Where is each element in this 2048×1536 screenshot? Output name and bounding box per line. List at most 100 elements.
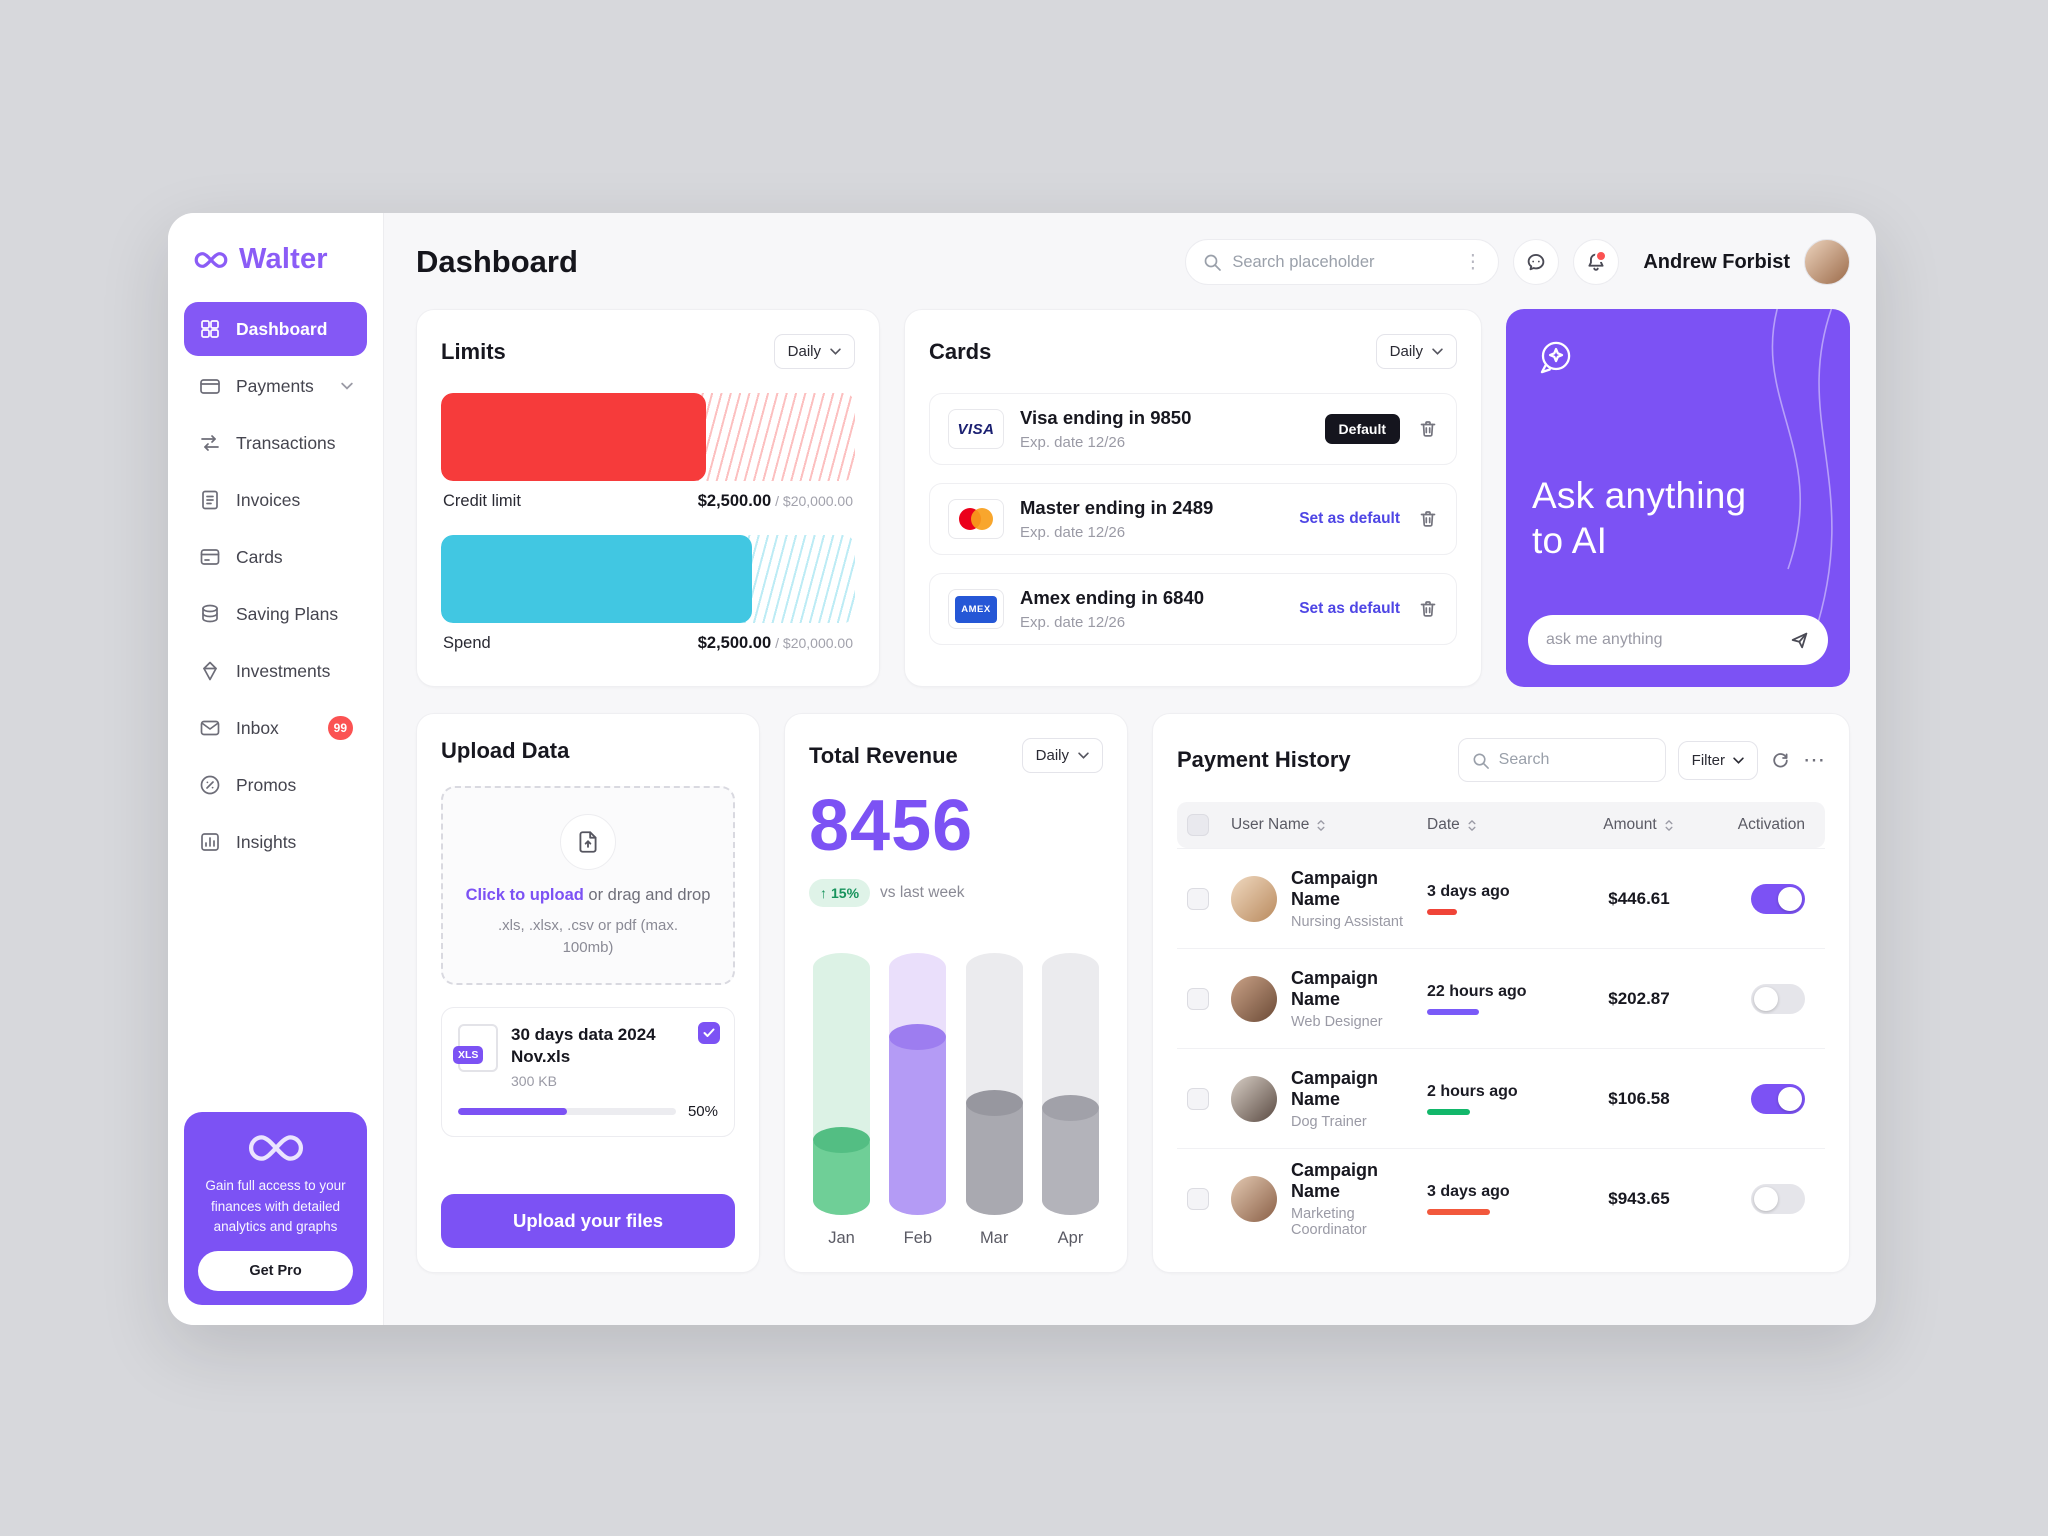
chat-bubble-icon — [1525, 251, 1547, 273]
refresh-icon[interactable] — [1770, 750, 1791, 771]
campaign-name: Campaign Name — [1291, 967, 1379, 1009]
trash-icon[interactable] — [1418, 599, 1438, 619]
avatar — [1231, 1175, 1277, 1222]
credit-limit-meter — [441, 393, 855, 481]
inbox-unread-badge: 99 — [327, 716, 353, 740]
sidebar-item-label: Dashboard — [236, 318, 328, 339]
upload-dropzone[interactable]: Click to upload or drag and drop .xls, .… — [441, 786, 735, 985]
revenue-delta-badge: ↑ 15% — [809, 879, 871, 907]
row-amount: $446.61 — [1608, 888, 1670, 908]
sidebar-item-dashboard[interactable]: Dashboard — [184, 302, 367, 356]
trash-icon[interactable] — [1418, 419, 1438, 439]
payment-history-search[interactable] — [1457, 738, 1666, 782]
activation-toggle[interactable] — [1751, 883, 1805, 914]
global-search[interactable]: ⋮ — [1185, 239, 1500, 285]
sidebar-item-investments[interactable]: Investments — [184, 644, 367, 698]
sort-icon[interactable] — [1315, 818, 1327, 833]
user-menu[interactable]: Andrew Forbist — [1643, 239, 1850, 285]
payment-search-input[interactable] — [1498, 751, 1653, 769]
column-user-name[interactable]: User Name — [1231, 816, 1427, 834]
column-activation: Activation — [1737, 816, 1805, 833]
transfer-arrows-icon — [198, 431, 222, 455]
file-checkbox[interactable] — [698, 1021, 720, 1044]
spend-amount: $2,500.00 — [697, 634, 772, 652]
row-checkbox[interactable] — [1187, 887, 1209, 910]
campaign-role: Web Designer — [1291, 1013, 1383, 1030]
send-icon[interactable] — [1789, 630, 1810, 651]
set-as-default-link[interactable]: Set as default — [1299, 510, 1400, 527]
campaign-role: Nursing Assistant — [1291, 913, 1404, 930]
set-as-default-link[interactable]: Set as default — [1299, 600, 1400, 617]
amex-logo: AMEX — [948, 589, 1004, 629]
visa-logo: VISA — [948, 409, 1004, 449]
card-row-amex[interactable]: AMEX Amex ending in 6840 Exp. date 12/26… — [929, 573, 1457, 645]
promo-text: Gain full access to your finances with d… — [205, 1178, 346, 1234]
table-row: Campaign Name Nursing Assistant 3 days a… — [1177, 848, 1825, 948]
sidebar-item-transactions[interactable]: Transactions — [184, 416, 367, 470]
sidebar-item-saving-plans[interactable]: Saving Plans — [184, 587, 367, 641]
kebab-icon[interactable]: ⋮ — [1463, 251, 1483, 273]
sidebar-item-cards[interactable]: Cards — [184, 530, 367, 584]
avatar — [1231, 975, 1277, 1022]
date-indicator-bar — [1427, 1008, 1479, 1015]
chat-button[interactable] — [1513, 239, 1560, 285]
search-input[interactable] — [1232, 252, 1454, 272]
limits-period-select[interactable]: Daily — [773, 334, 855, 369]
bell-icon — [1585, 251, 1607, 273]
table-header: User Name Date Amount Activation — [1177, 802, 1825, 848]
sidebar-item-insights[interactable]: Insights — [184, 815, 367, 869]
sidebar-item-promos[interactable]: Promos — [184, 758, 367, 812]
credit-limit-total: / $20,000.00 — [775, 493, 853, 509]
period-value: Daily — [787, 343, 821, 360]
chevron-down-icon — [1733, 756, 1744, 764]
row-checkbox[interactable] — [1187, 1187, 1209, 1210]
column-date[interactable]: Date — [1427, 816, 1575, 834]
get-pro-promo-card: Gain full access to your finances with d… — [184, 1112, 367, 1305]
avatar — [1231, 875, 1277, 922]
card-exp: Exp. date 12/26 — [1020, 614, 1126, 631]
sort-icon[interactable] — [1663, 818, 1675, 833]
chevron-down-icon — [341, 382, 353, 390]
activation-toggle[interactable] — [1751, 1183, 1805, 1214]
app-window: Walter Dashboard Payments Transactions I… — [168, 213, 1876, 1325]
period-value: Daily — [1389, 343, 1423, 360]
activation-toggle[interactable] — [1751, 983, 1805, 1014]
sidebar-item-payments[interactable]: Payments — [184, 359, 367, 413]
upload-files-button[interactable]: Upload your files — [441, 1194, 735, 1248]
revenue-bar-apr: Apr — [1041, 953, 1099, 1248]
ai-prompt-box[interactable] — [1528, 615, 1828, 665]
card-exp: Exp. date 12/26 — [1020, 524, 1126, 541]
uploaded-file-item: XLS 30 days data 2024 Nov.xls 300 KB — [441, 1006, 735, 1137]
revenue-period-select[interactable]: Daily — [1021, 738, 1103, 773]
trash-icon[interactable] — [1418, 509, 1438, 529]
card-row-visa[interactable]: VISA Visa ending in 9850 Exp. date 12/26… — [929, 393, 1457, 465]
main-content: Dashboard ⋮ Andrew Forbist — [384, 213, 1876, 1325]
click-to-upload-link[interactable]: Click to upload — [465, 886, 584, 904]
upload-file-icon — [560, 814, 616, 870]
sidebar-item-label: Saving Plans — [236, 603, 339, 624]
spend-meter — [441, 535, 855, 623]
card-row-mastercard[interactable]: Master ending in 2489 Exp. date 12/26 Se… — [929, 483, 1457, 555]
get-pro-button[interactable]: Get Pro — [198, 1251, 353, 1291]
search-icon — [1202, 252, 1222, 272]
row-checkbox[interactable] — [1187, 987, 1209, 1010]
avatar — [1231, 1075, 1277, 1122]
notifications-button[interactable] — [1573, 239, 1620, 285]
sidebar-item-label: Inbox — [236, 717, 279, 738]
gem-icon — [198, 659, 222, 683]
brand-logo: Walter — [184, 243, 367, 276]
column-amount[interactable]: Amount — [1575, 816, 1703, 834]
cards-period-select[interactable]: Daily — [1375, 334, 1457, 369]
sort-icon[interactable] — [1466, 818, 1478, 833]
sidebar-item-inbox[interactable]: Inbox 99 — [184, 701, 367, 755]
card-exp: Exp. date 12/26 — [1020, 434, 1126, 451]
ai-prompt-input[interactable] — [1546, 631, 1779, 649]
avatar[interactable] — [1804, 239, 1850, 285]
activation-toggle[interactable] — [1751, 1083, 1805, 1114]
filter-label: Filter — [1691, 751, 1725, 769]
select-all-checkbox[interactable] — [1187, 814, 1209, 836]
sidebar-item-invoices[interactable]: Invoices — [184, 473, 367, 527]
filter-button[interactable]: Filter — [1677, 740, 1758, 780]
insights-chart-icon — [198, 830, 222, 854]
row-checkbox[interactable] — [1187, 1087, 1209, 1110]
